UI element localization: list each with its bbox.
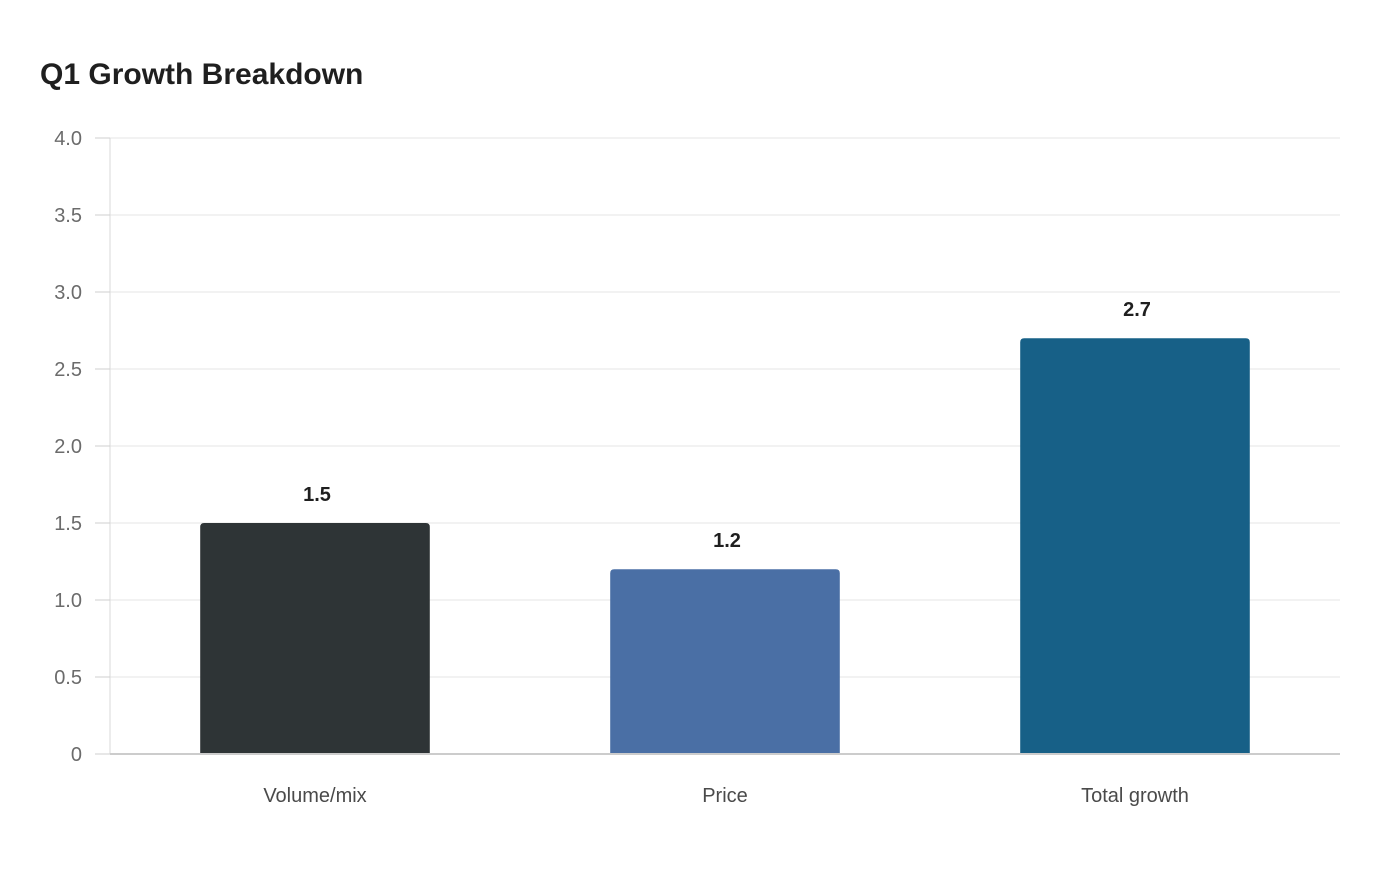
y-tick-label: 3.5 — [54, 205, 82, 227]
data-labels: 1.5 1.2 2.7 — [303, 299, 1151, 552]
y-tick-label: 1.0 — [54, 590, 82, 612]
y-tick-label: 4.0 — [54, 128, 82, 150]
bar — [200, 523, 430, 753]
bars — [200, 338, 1250, 753]
bar — [610, 569, 840, 753]
y-tick-label: 2.0 — [54, 436, 82, 458]
x-category-label: Volume/mix — [263, 785, 366, 807]
y-axis-ticks: 0 0.5 1.0 1.5 2.0 2.5 3.0 3.5 4.0 — [54, 128, 110, 766]
chart-title: Q1 Growth Breakdown — [40, 58, 364, 91]
bar — [1020, 338, 1250, 753]
data-label: 2.7 — [1123, 299, 1151, 321]
x-category-label: Price — [702, 785, 748, 807]
y-tick-label: 2.5 — [54, 359, 82, 381]
y-tick-label: 1.5 — [54, 513, 82, 535]
y-tick-label: 3.0 — [54, 282, 82, 304]
y-tick-label: 0 — [71, 744, 82, 766]
x-category-label: Total growth — [1081, 785, 1189, 807]
data-label: 1.2 — [713, 530, 741, 552]
x-axis-labels: Volume/mix Price Total growth — [263, 785, 1189, 807]
y-tick-label: 0.5 — [54, 667, 82, 689]
data-label: 1.5 — [303, 484, 331, 506]
